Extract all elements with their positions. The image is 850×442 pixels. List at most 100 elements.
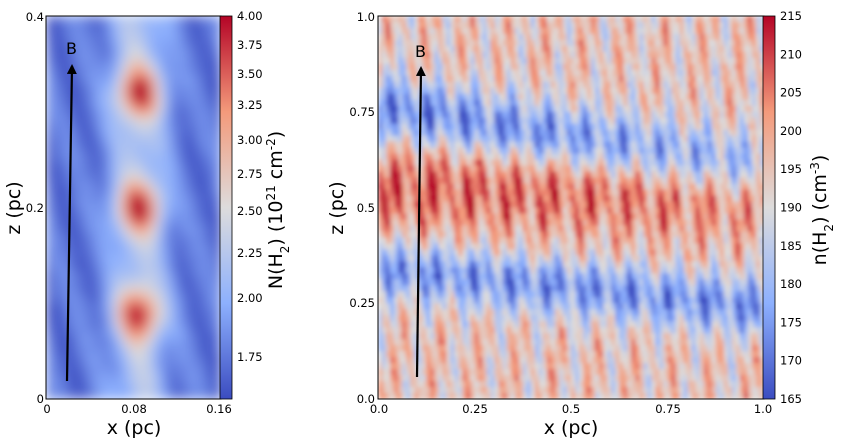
heatmap-cell	[482, 21, 488, 29]
heatmap-cell	[186, 261, 193, 268]
heatmap-cell	[75, 387, 82, 394]
heatmap-cell	[587, 51, 592, 59]
heatmap-cell	[711, 141, 717, 149]
heatmap-cell	[69, 51, 76, 59]
heatmap-cell	[478, 99, 484, 107]
heatmap-cell	[707, 153, 713, 161]
heatmap-cell	[180, 99, 187, 107]
heatmap-cell	[526, 177, 532, 185]
heatmap-cell	[86, 177, 94, 185]
heatmap-cell	[655, 165, 661, 173]
heatmap-cell	[478, 177, 484, 185]
heatmap-cell	[474, 45, 480, 53]
heatmap-cell	[647, 16, 653, 23]
heatmap-cell	[711, 16, 717, 23]
heatmap-cell	[145, 375, 152, 382]
heatmap-cell	[174, 75, 181, 83]
heatmap-cell	[639, 117, 644, 125]
heatmap-cell	[63, 69, 70, 77]
heatmap-cell	[546, 51, 552, 59]
heatmap-cell	[168, 243, 175, 250]
heatmap-cell	[474, 75, 480, 83]
heatmap-cell	[174, 147, 181, 155]
heatmap-cell	[550, 135, 556, 143]
heatmap-cell	[121, 285, 129, 292]
heatmap-cell	[156, 333, 164, 340]
heatmap-cell	[86, 297, 94, 304]
heatmap-cell	[121, 345, 129, 352]
heatmap-cell	[121, 249, 129, 256]
heatmap-cell	[611, 171, 616, 179]
heatmap-cell	[619, 33, 624, 41]
heatmap-cell	[378, 153, 383, 161]
heatmap-cell	[104, 63, 111, 71]
heatmap-cell	[180, 111, 187, 119]
heatmap-cell	[98, 357, 105, 364]
heatmap-cell	[663, 99, 669, 107]
heatmap-cell	[438, 177, 443, 185]
heatmap-cell	[75, 357, 82, 364]
heatmap-cell	[156, 195, 164, 203]
heatmap-cell	[133, 93, 140, 101]
heatmap-cell	[110, 345, 117, 352]
heatmap-cell	[506, 21, 512, 29]
heatmap-cell	[75, 141, 82, 149]
heatmap-cell	[667, 105, 673, 113]
heatmap-cell	[81, 219, 88, 227]
heatmap-cell	[75, 213, 82, 221]
heatmap-cell	[534, 39, 540, 47]
heatmap-cell	[538, 183, 544, 191]
heatmap-cell	[587, 45, 592, 53]
heatmap-cell	[494, 75, 500, 83]
heatmap-cell	[75, 381, 82, 388]
heatmap-cell	[494, 45, 500, 53]
heatmap-cell	[587, 57, 592, 65]
heatmap-cell	[139, 333, 146, 340]
heatmap-cell	[595, 111, 600, 119]
heatmap-cell	[755, 33, 761, 41]
heatmap-cell	[530, 141, 536, 149]
heatmap-cell	[550, 111, 556, 119]
heatmap-cell	[550, 165, 556, 173]
heatmap-cell	[450, 189, 455, 197]
heatmap-cell	[110, 201, 117, 209]
heatmap-cell	[623, 171, 628, 179]
heatmap-cell	[619, 171, 624, 179]
heatmap-cell	[530, 21, 536, 29]
heatmap-cell	[623, 33, 628, 41]
heatmap-cell	[156, 321, 164, 328]
heatmap-cell	[197, 27, 205, 35]
heatmap-cell	[156, 27, 164, 35]
heatmap-cell	[571, 135, 576, 143]
heatmap-cell	[639, 69, 644, 77]
heatmap-cell	[458, 147, 464, 155]
heatmap-cell	[446, 45, 451, 53]
heatmap-cell	[398, 147, 403, 155]
heatmap-cell	[69, 333, 76, 340]
heatmap-cell	[426, 201, 431, 209]
heatmap-cell	[478, 195, 484, 203]
heatmap-cell	[215, 321, 221, 328]
heatmap-cell	[703, 147, 709, 155]
heatmap-cell	[671, 189, 677, 197]
heatmap-cell	[446, 111, 451, 119]
heatmap-cell	[191, 141, 199, 149]
heatmap-cell	[482, 93, 488, 101]
heatmap-cell	[162, 57, 170, 65]
heatmap-cell	[554, 123, 560, 131]
heatmap-cell	[180, 375, 187, 382]
heatmap-cell	[651, 117, 657, 125]
heatmap-cell	[186, 225, 193, 233]
heatmap-cell	[418, 16, 423, 23]
heatmap-cell	[386, 171, 391, 179]
heatmap-cell	[186, 345, 193, 352]
heatmap-cell	[607, 189, 612, 197]
heatmap-cell	[86, 99, 94, 107]
heatmap-cell	[110, 363, 117, 370]
heatmap-cell	[63, 171, 70, 179]
heatmap-cell	[86, 16, 94, 23]
heatmap-cell	[731, 27, 737, 35]
heatmap-cell	[550, 16, 556, 23]
heatmap-cell	[530, 159, 536, 167]
heatmap-cell	[655, 87, 661, 95]
